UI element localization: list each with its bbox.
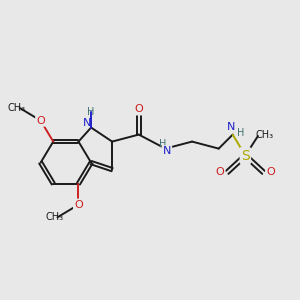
Text: O: O [266,167,275,177]
Text: CH₃: CH₃ [46,212,64,222]
Text: CH₃: CH₃ [256,130,274,140]
Text: H: H [159,139,166,148]
Text: O: O [134,104,143,114]
Text: N: N [83,118,91,128]
Text: O: O [36,116,45,126]
Text: O: O [216,167,224,177]
Text: H: H [87,107,95,117]
Text: N: N [227,122,236,132]
Text: CH₃: CH₃ [8,103,26,113]
Text: H: H [237,128,244,138]
Text: S: S [241,148,250,163]
Text: O: O [74,200,83,210]
Text: N: N [163,146,171,156]
